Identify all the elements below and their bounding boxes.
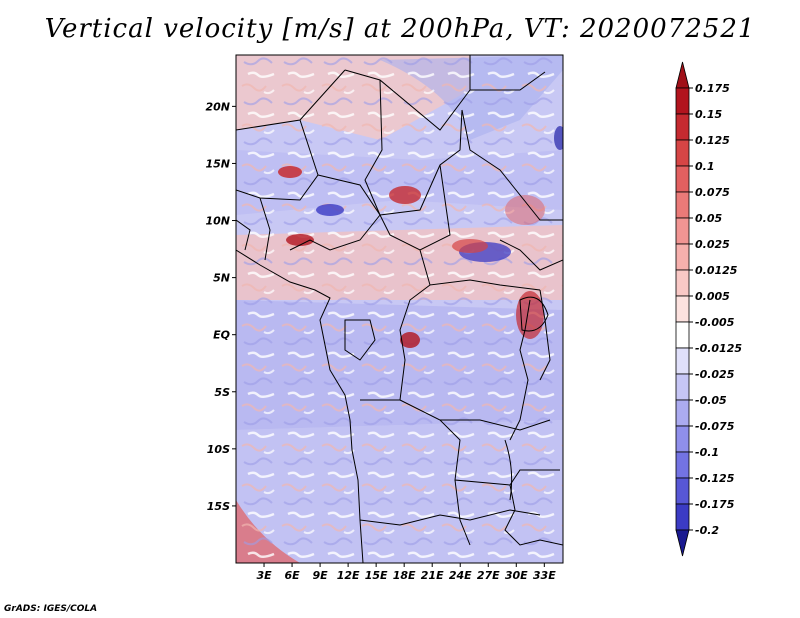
lat-tick-label: EQ (213, 329, 230, 342)
colorbar-bottom-arrow (675, 529, 690, 557)
colorbar-segment (675, 243, 690, 271)
colorbar-segment (675, 217, 690, 245)
colorbar-label: -0.005 (695, 316, 735, 329)
colorbar-segment (675, 87, 690, 115)
colorbar-label: -0.025 (695, 368, 735, 381)
colorbar-label: 0.05 (695, 212, 722, 225)
colorbar-label: -0.1 (695, 446, 719, 459)
lat-tick-label: 15N (205, 157, 230, 170)
lat-tick-label: 5N (213, 272, 230, 285)
colorbar-label: -0.05 (695, 394, 727, 407)
colorbar-segment (675, 113, 690, 141)
lon-tick-label: 3E (256, 569, 272, 582)
colorbar-label: 0.025 (695, 238, 730, 251)
colorbar-label: 0.1 (695, 160, 715, 173)
colorbar-segment (675, 503, 690, 531)
lon-tick-label: 33E (533, 569, 556, 582)
colorbar-segment (675, 295, 690, 323)
coastline-and-borders (236, 55, 563, 563)
colorbar-segment (675, 139, 690, 167)
colorbar-label: 0.15 (695, 108, 722, 121)
colorbar-label: 0.075 (695, 186, 730, 199)
colorbar-segment (675, 347, 690, 375)
lat-tick-label: 10S (207, 443, 230, 456)
lon-tick-label: 18E (393, 569, 416, 582)
lat-tick-label: 10N (205, 215, 230, 228)
lat-tick-label: 20N (205, 100, 230, 113)
colorbar-segment (675, 321, 690, 349)
colorbar-segment (675, 165, 690, 193)
colorbar-segment (675, 191, 690, 219)
colorbar-label: -0.2 (695, 524, 719, 537)
velocity-field (236, 55, 563, 563)
colorbar-segment (675, 269, 690, 297)
colorbar-label: -0.0125 (695, 342, 742, 355)
lon-tick-label: 6E (284, 569, 300, 582)
colorbar-segment (675, 425, 690, 453)
lon-tick-label: 30E (505, 569, 528, 582)
colorbar-label: 0.125 (695, 134, 730, 147)
colorbar-label: 0.005 (695, 290, 730, 303)
lon-tick-label: 15E (365, 569, 388, 582)
colorbar-label: -0.175 (695, 498, 735, 511)
colorbar-segment (675, 399, 690, 427)
lon-tick-label: 21E (421, 569, 444, 582)
lat-tick-label: 15S (207, 500, 230, 513)
colorbar-segment (675, 373, 690, 401)
lon-tick-label: 9E (312, 569, 328, 582)
grads-credit: GrADS: IGES/COLA (4, 604, 98, 614)
map-title: Vertical velocity [m/s] at 200hPa, VT: 2… (44, 14, 756, 44)
colorbar-label: -0.125 (695, 472, 735, 485)
colorbar-segment (675, 451, 690, 479)
latitude-axis: 20N 15N 10N 5N EQ 5S 10S 15S (205, 100, 236, 513)
map-frame (235, 54, 564, 564)
colorbar-label: -0.075 (695, 420, 735, 433)
lat-tick-label: 5S (214, 386, 230, 399)
colorbar: 0.175 0.15 0.125 0.1 0.075 0.05 0.025 0.0125 0.0… (675, 61, 742, 557)
colorbar-label: 0.175 (695, 82, 730, 95)
colorbar-segment (675, 477, 690, 505)
lon-tick-label: 24E (449, 569, 472, 582)
lon-tick-label: 12E (337, 569, 360, 582)
colorbar-top-arrow (675, 61, 690, 89)
longitude-axis: 3E 6E 9E 12E 15E 18E 21E 24E 27E 30E 33E (256, 563, 556, 582)
lon-tick-label: 27E (477, 569, 500, 582)
colorbar-label: 0.0125 (695, 264, 738, 277)
